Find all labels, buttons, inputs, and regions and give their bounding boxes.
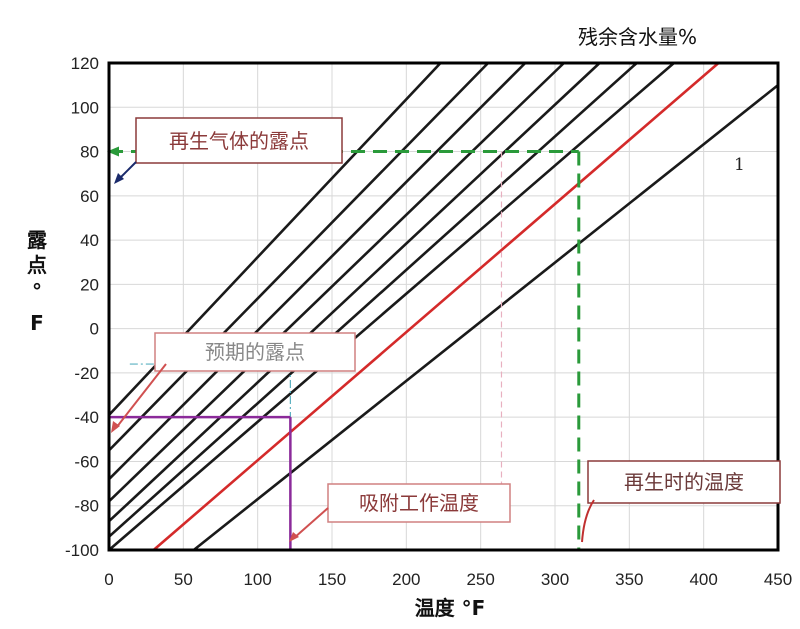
annotation-regen-temp: 再生时的温度 [587,460,781,504]
callout-arrow-expected [115,363,167,429]
x-axis-label: 温度 °F [415,596,486,620]
annotation-regen-temp-text: 再生时的温度 [624,470,744,494]
y-axis-label-char-4: F [30,311,44,335]
annotation-expected-dewpoint-text: 预期的露点 [205,340,305,364]
series-line-8 [152,62,720,551]
y-tick-label: -80 [74,497,99,516]
x-tick-label: 450 [764,570,792,589]
x-tick-label: 250 [466,570,494,589]
x-tick-label: 50 [174,570,193,589]
y-tick-label: 40 [80,231,99,250]
y-axis-label: 露 点 ° F [27,228,48,335]
y-tick-label: 60 [80,187,99,206]
annotation-adsorption-temp-text: 吸附工作温度 [359,491,479,515]
x-tick-label: 300 [541,570,569,589]
y-tick-label: -40 [74,408,99,427]
y-axis-label-char-1: 露 [27,228,48,252]
y-tick-label: 0 [90,320,99,339]
callout-arrows [111,161,595,543]
series-line-2 [108,62,490,452]
y-tick-label: 20 [80,275,99,294]
x-tick-label: 400 [689,570,717,589]
y-tick-label: -60 [74,452,99,471]
annotation-regen-gas-dewpoint: 再生气体的露点 [135,117,343,164]
x-tick-label: 150 [318,570,346,589]
arrowhead-icon [114,173,124,184]
y-axis-label-char-2: 点 [27,253,47,277]
y-tick-label: -20 [74,364,99,383]
series-line-7 [108,62,675,551]
x-tick-label: 350 [615,570,643,589]
y-tick-label: -100 [65,541,99,560]
y-tick-label: 120 [71,54,99,73]
chart-title: 残余含水量% [578,25,697,49]
y-tick-label: 80 [80,143,99,162]
arrowhead-icon [289,532,299,542]
series-line-5 [108,62,601,523]
series-line-4 [108,62,565,503]
series-line-6 [108,62,638,538]
callout-arrow-regen-temp [581,499,595,543]
x-tick-labels: 0 50 100 150 200 250 300 350 400 450 [104,570,792,589]
callout-arrow-adsorption [293,507,329,539]
y-tick-labels: 120 100 80 60 40 20 0 -20 -40 -60 -80 -100 [65,54,99,560]
arrowhead-icon [107,146,119,157]
x-tick-label: 100 [243,570,271,589]
y-axis-label-char-3: ° [32,279,42,303]
line-label: 1 [734,155,745,175]
annotation-regen-gas-dewpoint-text: 再生气体的露点 [169,129,309,153]
plot-frame [107,61,780,552]
annotation-adsorption-temp: 吸附工作温度 [327,483,511,523]
annotation-expected-dewpoint: 预期的露点 [154,332,356,372]
y-tick-label: 100 [71,98,99,117]
x-tick-label: 0 [104,570,113,589]
x-tick-label: 200 [392,570,420,589]
arrowhead-icon [111,421,120,433]
series-line-3 [108,62,527,481]
